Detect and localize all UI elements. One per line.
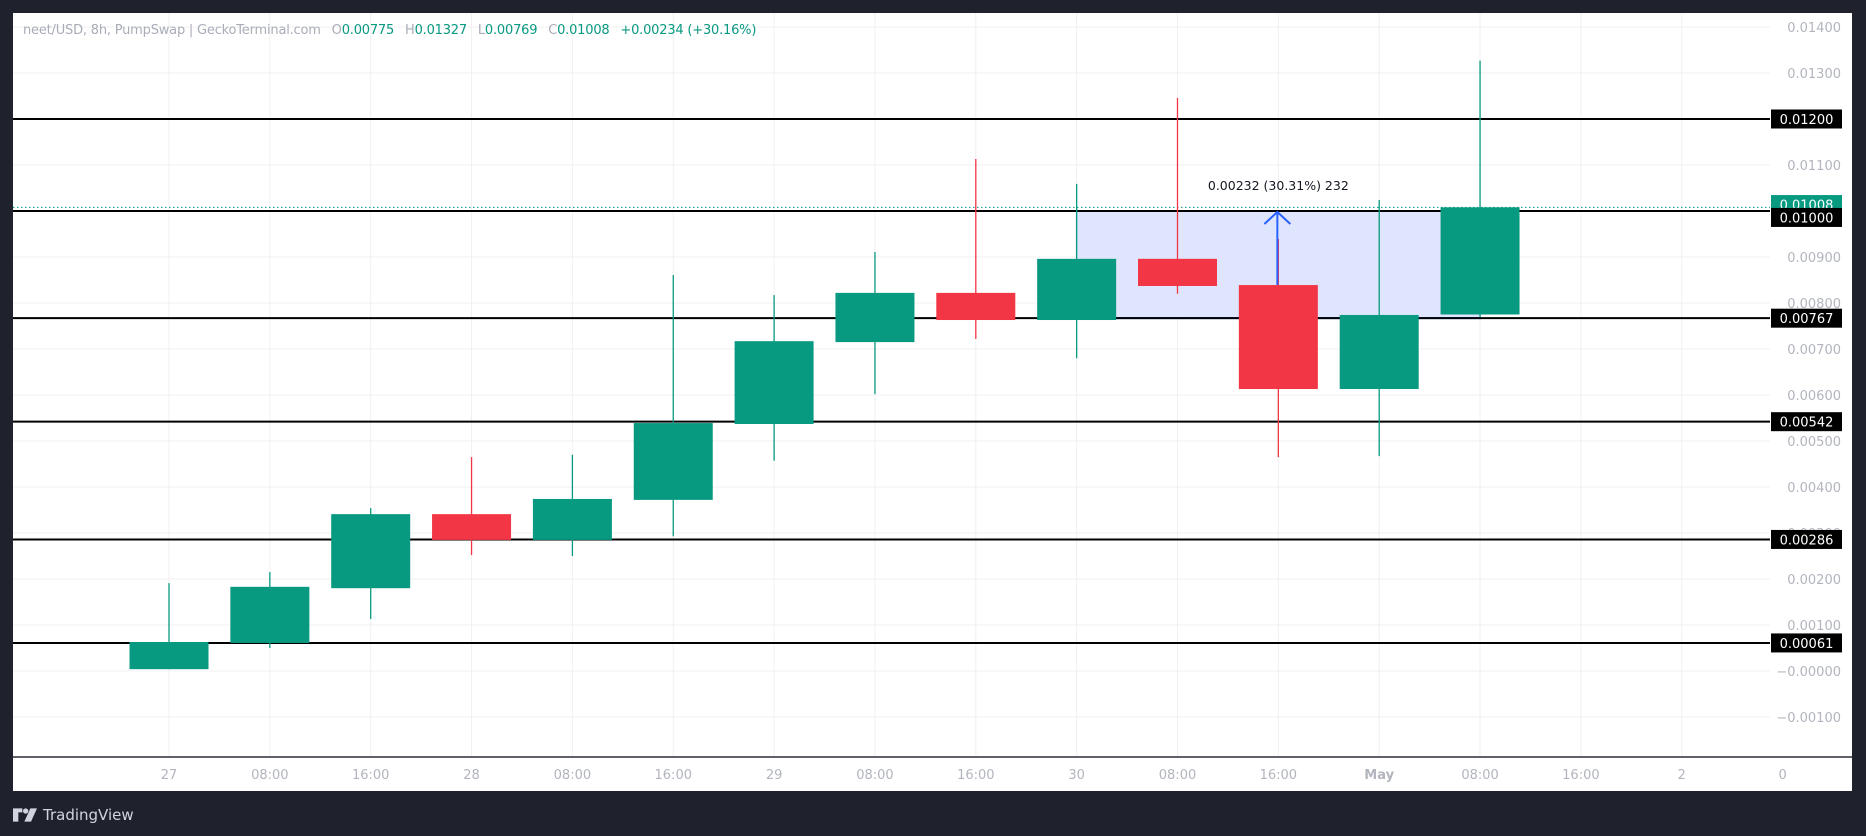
candle-body (331, 514, 411, 589)
high-value: 0.01327 (414, 23, 468, 38)
measure-label: 0.00232 (30.31%) 232 (1208, 178, 1349, 193)
candle (331, 508, 411, 620)
x-tick-label: 08:00 (554, 768, 591, 783)
x-tick-label: 16:00 (655, 768, 692, 783)
price-badges: 0.01200 0.00767 0.00542 0.00286 0.00061 0.010… (1771, 109, 1842, 653)
low-value: 0.00769 (484, 23, 538, 38)
level-badge-bg (1771, 633, 1842, 653)
candle-body (1138, 258, 1217, 286)
x-tick-label: 16:00 (1562, 768, 1599, 783)
symbol-title: neet/USD, 8h, PumpSwap | GeckoTerminal.c… (23, 23, 321, 38)
candle-body (1037, 258, 1117, 321)
grid-lines (13, 13, 1770, 757)
time-axis[interactable] (13, 757, 1770, 791)
level-badge-bg (1771, 207, 1842, 227)
candle (1339, 199, 1419, 457)
level-badge: 0.00542 (1780, 416, 1834, 431)
x-tick-label: 16:00 (957, 768, 994, 783)
close-value: 0.01008 (557, 23, 610, 38)
candle-body (129, 642, 209, 670)
candle (129, 583, 209, 670)
x-tick-label: 08:00 (1159, 768, 1196, 783)
candle-body (734, 341, 814, 424)
chart-panel[interactable]: 0.00232 (30.31%) 232 0.01400 0.01300 0.012… (13, 13, 1852, 791)
candle (230, 572, 310, 648)
y-tick-label: 0.00900 (1787, 251, 1841, 266)
candle (1037, 183, 1117, 359)
x-tick-label: 08:00 (1461, 768, 1498, 783)
candles (129, 60, 1520, 670)
low-label: L (477, 23, 485, 38)
candle-body (230, 586, 310, 643)
y-tick-label: 0.00800 (1787, 297, 1841, 312)
y-tick-label: −0.00000 (1776, 665, 1841, 680)
tradingview-logo[interactable]: TradingView (13, 804, 134, 826)
candle-body (432, 514, 512, 540)
y-tick-label: −0.00100 (1776, 711, 1841, 726)
x-tick-label: 27 (161, 768, 178, 783)
candle (633, 274, 713, 537)
y-tick-label: 0.00400 (1787, 481, 1841, 496)
level-badge-bg (1771, 529, 1842, 549)
level-badge: 0.00767 (1780, 312, 1834, 327)
candle (1138, 97, 1217, 294)
x-tick-label: 0 (1778, 768, 1786, 783)
x-tick-label: 08:00 (251, 768, 288, 783)
candle (1440, 60, 1520, 318)
open-value: 0.00775 (341, 23, 395, 38)
level-badge-bg (1771, 412, 1842, 432)
axes: 0.01400 0.01300 0.01200 0.01100 0.01000 0.009… (13, 21, 1852, 791)
candlestick-chart[interactable]: 0.00232 (30.31%) 232 0.01400 0.01300 0.012… (13, 13, 1852, 791)
x-tick-label: 28 (463, 768, 480, 783)
candle-body (1238, 285, 1318, 390)
candle-body (633, 423, 713, 500)
x-tick-label: 29 (766, 768, 783, 783)
level-badge: 0.00061 (1780, 637, 1834, 652)
candle-body (936, 292, 1016, 321)
close-label: C (548, 23, 558, 38)
y-tick-label: 0.01300 (1787, 67, 1841, 82)
x-tick-label: 30 (1068, 768, 1085, 783)
candle (432, 457, 512, 556)
level-badge-bg (1771, 109, 1842, 129)
candle-body (835, 292, 915, 343)
candle-body (532, 498, 612, 540)
symbol-legend: neet/USD, 8h, PumpSwap | GeckoTerminal.c… (23, 23, 756, 38)
y-tick-label: 0.01100 (1787, 159, 1841, 174)
level-badge: 0.01000 (1780, 211, 1834, 226)
level-badge: 0.00286 (1780, 533, 1834, 548)
y-tick-label: 0.00600 (1787, 389, 1841, 404)
candle-body (1339, 314, 1419, 390)
horizontal-levels[interactable] (13, 118, 1770, 644)
measure-arrow: 0.00232 (30.31%) 232 (1208, 178, 1349, 286)
x-tick-label: 08:00 (856, 768, 893, 783)
y-tick-label: 0.01400 (1787, 21, 1841, 36)
y-tick-label: 0.00700 (1787, 343, 1841, 358)
candle (1238, 239, 1318, 458)
y-tick-label: 0.00100 (1787, 619, 1841, 634)
x-tick-label: 2 (1678, 768, 1686, 783)
change-value: +0.00234 (+30.16%) (620, 23, 757, 38)
tradingview-logo-icon (13, 808, 37, 822)
candle-body (1440, 207, 1520, 315)
y-tick-label: 0.00500 (1787, 435, 1841, 450)
arrow-up-icon (1263, 210, 1292, 225)
level-badge-bg (1771, 308, 1842, 328)
high-label: H (405, 23, 415, 38)
x-tick-label: 16:00 (1260, 768, 1297, 783)
open-label: O (331, 23, 342, 38)
level-badge: 0.01200 (1780, 113, 1834, 128)
x-tick-label: May (1364, 768, 1394, 783)
candle (532, 454, 612, 556)
candle (734, 295, 814, 461)
y-tick-label: 0.00200 (1787, 573, 1841, 588)
tradingview-brand: TradingView (43, 806, 134, 824)
x-tick-label: 16:00 (352, 768, 389, 783)
candle (936, 159, 1016, 339)
candle (835, 251, 915, 395)
